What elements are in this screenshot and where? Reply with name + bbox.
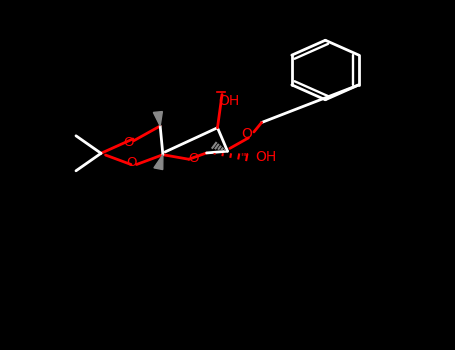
Polygon shape — [154, 155, 163, 169]
Text: O: O — [126, 156, 136, 169]
Text: OH: OH — [218, 94, 240, 108]
Text: "": "" — [240, 152, 249, 162]
Text: O: O — [188, 152, 199, 165]
Text: O: O — [123, 136, 134, 149]
Text: O: O — [242, 127, 253, 141]
Polygon shape — [153, 112, 162, 126]
Text: OH: OH — [256, 150, 277, 164]
